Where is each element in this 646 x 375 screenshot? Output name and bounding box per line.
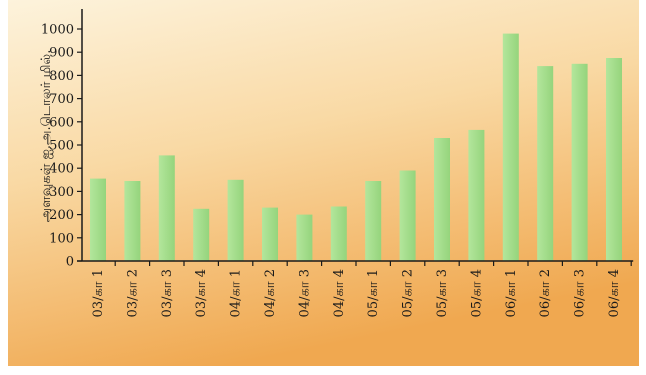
y-tick-label: 800 <box>49 69 74 84</box>
chart-background <box>8 0 639 366</box>
x-tick-label: 05/கா 4 <box>469 269 484 317</box>
bar <box>537 66 554 261</box>
x-tick-label: 03/கா 1 <box>91 269 106 317</box>
x-tick-label: 04/கா 1 <box>229 269 244 317</box>
bar <box>606 58 622 261</box>
x-tick-label: 06/கா 4 <box>607 269 622 317</box>
y-tick-label: 1000 <box>41 23 74 38</box>
x-tick-label: 04/கா 4 <box>332 269 347 317</box>
x-tick-label: 04/கா 2 <box>263 269 278 317</box>
x-tick-label: 06/கா 3 <box>573 269 588 317</box>
bar <box>399 170 416 261</box>
bar <box>227 179 244 261</box>
y-tick-label: 600 <box>49 115 74 130</box>
x-tick-label: 06/கா 2 <box>538 269 553 317</box>
bar <box>468 129 485 261</box>
bar <box>434 138 450 261</box>
y-tick-label: 500 <box>49 139 74 154</box>
y-tick-label: 400 <box>49 162 74 177</box>
x-tick-label: 04/கா 3 <box>297 269 312 317</box>
bar <box>571 63 588 261</box>
bar <box>296 214 313 261</box>
bar <box>330 206 347 261</box>
y-axis-title: அளவுகள் ஐ.அ.டொலர் மில். <box>39 50 54 223</box>
x-tick-label: 05/கா 1 <box>366 269 381 317</box>
x-tick-label: 06/கா 1 <box>504 269 519 317</box>
bar <box>193 208 210 261</box>
y-tick-label: 700 <box>49 92 74 107</box>
y-tick-label: 300 <box>49 185 74 200</box>
x-tick-label: 05/கா 3 <box>435 269 450 317</box>
bar <box>262 207 278 261</box>
x-tick-label: 03/கா 2 <box>125 269 140 317</box>
bar <box>502 33 519 261</box>
y-tick-label: 900 <box>49 46 74 61</box>
x-tick-label: 05/கா 2 <box>401 269 416 317</box>
x-tick-label: 03/கா 4 <box>194 269 209 317</box>
bar <box>124 181 141 261</box>
bar <box>158 155 175 261</box>
bar <box>90 178 106 261</box>
y-tick-label: 200 <box>49 208 74 223</box>
y-tick-label: 0 <box>66 255 74 270</box>
bar <box>365 181 382 261</box>
x-tick-label: 03/கா 3 <box>160 269 175 317</box>
y-tick-label: 100 <box>49 231 74 246</box>
